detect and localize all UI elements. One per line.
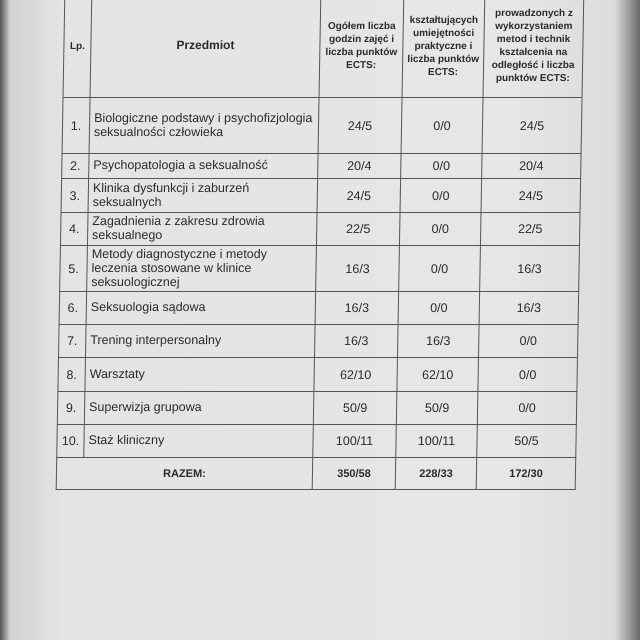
header-remote: prowadzonych z wykorzystaniem metod i te…	[483, 0, 584, 98]
cell-total: 16/3	[315, 245, 400, 292]
header-lp: Lp.	[63, 0, 92, 98]
cell-lp: 9.	[57, 391, 85, 425]
cell-subject: Trening interpersonalny	[85, 324, 316, 358]
cell-subject: Warsztaty	[84, 357, 315, 392]
cell-total: 100/11	[312, 424, 397, 458]
header-practical: kształtujących umiejętności praktyczne i…	[402, 0, 485, 98]
cell-subject: Zagadnienia z zakresu zdrowia seksualneg…	[87, 212, 318, 246]
cell-practical: 0/0	[398, 245, 481, 292]
cell-total: 24/5	[317, 178, 401, 213]
cell-remote: 16/3	[479, 245, 580, 292]
totals-total: 350/58	[312, 457, 396, 490]
photo-edge	[0, 0, 10, 640]
cell-subject: Metody diagnostyczne i metody leczenia s…	[86, 245, 317, 292]
cell-practical: 0/0	[400, 178, 482, 213]
header-total: Ogółem liczba godzin zajęć i liczba punk…	[319, 0, 404, 98]
cell-total: 16/3	[315, 291, 399, 325]
table-row: 4. Zagadnienia z zakresu zdrowia seksualn…	[60, 212, 581, 246]
table-row: 10. Staż kliniczny 100/11 100/11 50/5	[56, 424, 577, 458]
table-row: 5. Metody diagnostyczne i metody leczenia…	[59, 245, 580, 292]
cell-subject: Seksuologia sądowa	[86, 291, 316, 325]
table-row: 9. Superwizja grupowa 50/9 50/9 0/0	[57, 391, 577, 425]
cell-lp: 7.	[58, 324, 87, 358]
cell-subject: Klinika dysfunkcji i zaburzeń seksualnyc…	[88, 178, 318, 213]
cell-lp: 6.	[59, 291, 87, 325]
cell-practical: 16/3	[397, 324, 480, 358]
table-row: 2. Psychopatologia a seksualność 20/4 0/0 20…	[61, 153, 582, 179]
cell-lp: 8.	[57, 357, 86, 392]
cell-subject: Biologiczne podstawy i psychofizjologia …	[89, 97, 320, 154]
cell-total: 62/10	[313, 357, 398, 392]
cell-remote: 24/5	[481, 178, 581, 213]
cell-total: 16/3	[314, 324, 399, 358]
cell-lp: 10.	[56, 424, 85, 458]
cell-remote: 0/0	[477, 357, 578, 392]
cell-lp: 3.	[61, 178, 89, 213]
header-subject: Przedmiot	[90, 0, 321, 98]
cell-lp: 5.	[59, 245, 88, 292]
cell-practical: 62/10	[396, 357, 479, 392]
cell-lp: 2.	[61, 153, 90, 179]
cell-remote: 20/4	[481, 153, 582, 179]
cell-remote: 22/5	[480, 212, 581, 246]
totals-remote: 172/30	[476, 457, 576, 490]
cell-remote: 0/0	[478, 324, 579, 358]
cell-remote: 50/5	[476, 424, 577, 458]
table-row: 3. Klinika dysfunkcji i zaburzeń seksualn…	[61, 178, 581, 213]
cell-remote: 24/5	[482, 97, 583, 154]
totals-label: RAZEM:	[56, 457, 313, 490]
cell-practical: 0/0	[400, 153, 483, 179]
cell-remote: 0/0	[477, 391, 577, 425]
cell-total: 20/4	[317, 153, 402, 179]
cell-lp: 4.	[60, 212, 89, 246]
totals-row: RAZEM: 350/58 228/33 172/30	[56, 457, 576, 490]
cell-practical: 50/9	[396, 391, 478, 425]
cell-subject: Staż kliniczny	[83, 424, 314, 458]
cell-total: 24/5	[318, 97, 403, 154]
table-row: 8. Warsztaty 62/10 62/10 0/0	[57, 357, 578, 392]
cell-practical: 100/11	[395, 424, 478, 458]
cell-total: 22/5	[316, 212, 401, 246]
totals-practical: 228/33	[395, 457, 477, 490]
ects-table: Lp. Przedmiot Ogółem liczba godzin zajęć…	[56, 0, 585, 490]
cell-remote: 16/3	[479, 291, 579, 325]
cell-subject: Superwizja grupowa	[84, 391, 314, 425]
table-row: 7. Trening interpersonalny 16/3 16/3 0/0	[58, 324, 579, 358]
cell-total: 50/9	[313, 391, 397, 425]
table-row: 6. Seksuologia sądowa 16/3 0/0 16/3	[59, 291, 579, 325]
cell-subject: Psychopatologia a seksualność	[88, 153, 319, 179]
cell-practical: 0/0	[399, 212, 482, 246]
cell-practical: 0/0	[401, 97, 484, 154]
cell-lp: 1.	[62, 97, 91, 154]
cell-practical: 0/0	[398, 291, 480, 325]
table-row: 1. Biologiczne podstawy i psychofizjologi…	[62, 97, 583, 154]
